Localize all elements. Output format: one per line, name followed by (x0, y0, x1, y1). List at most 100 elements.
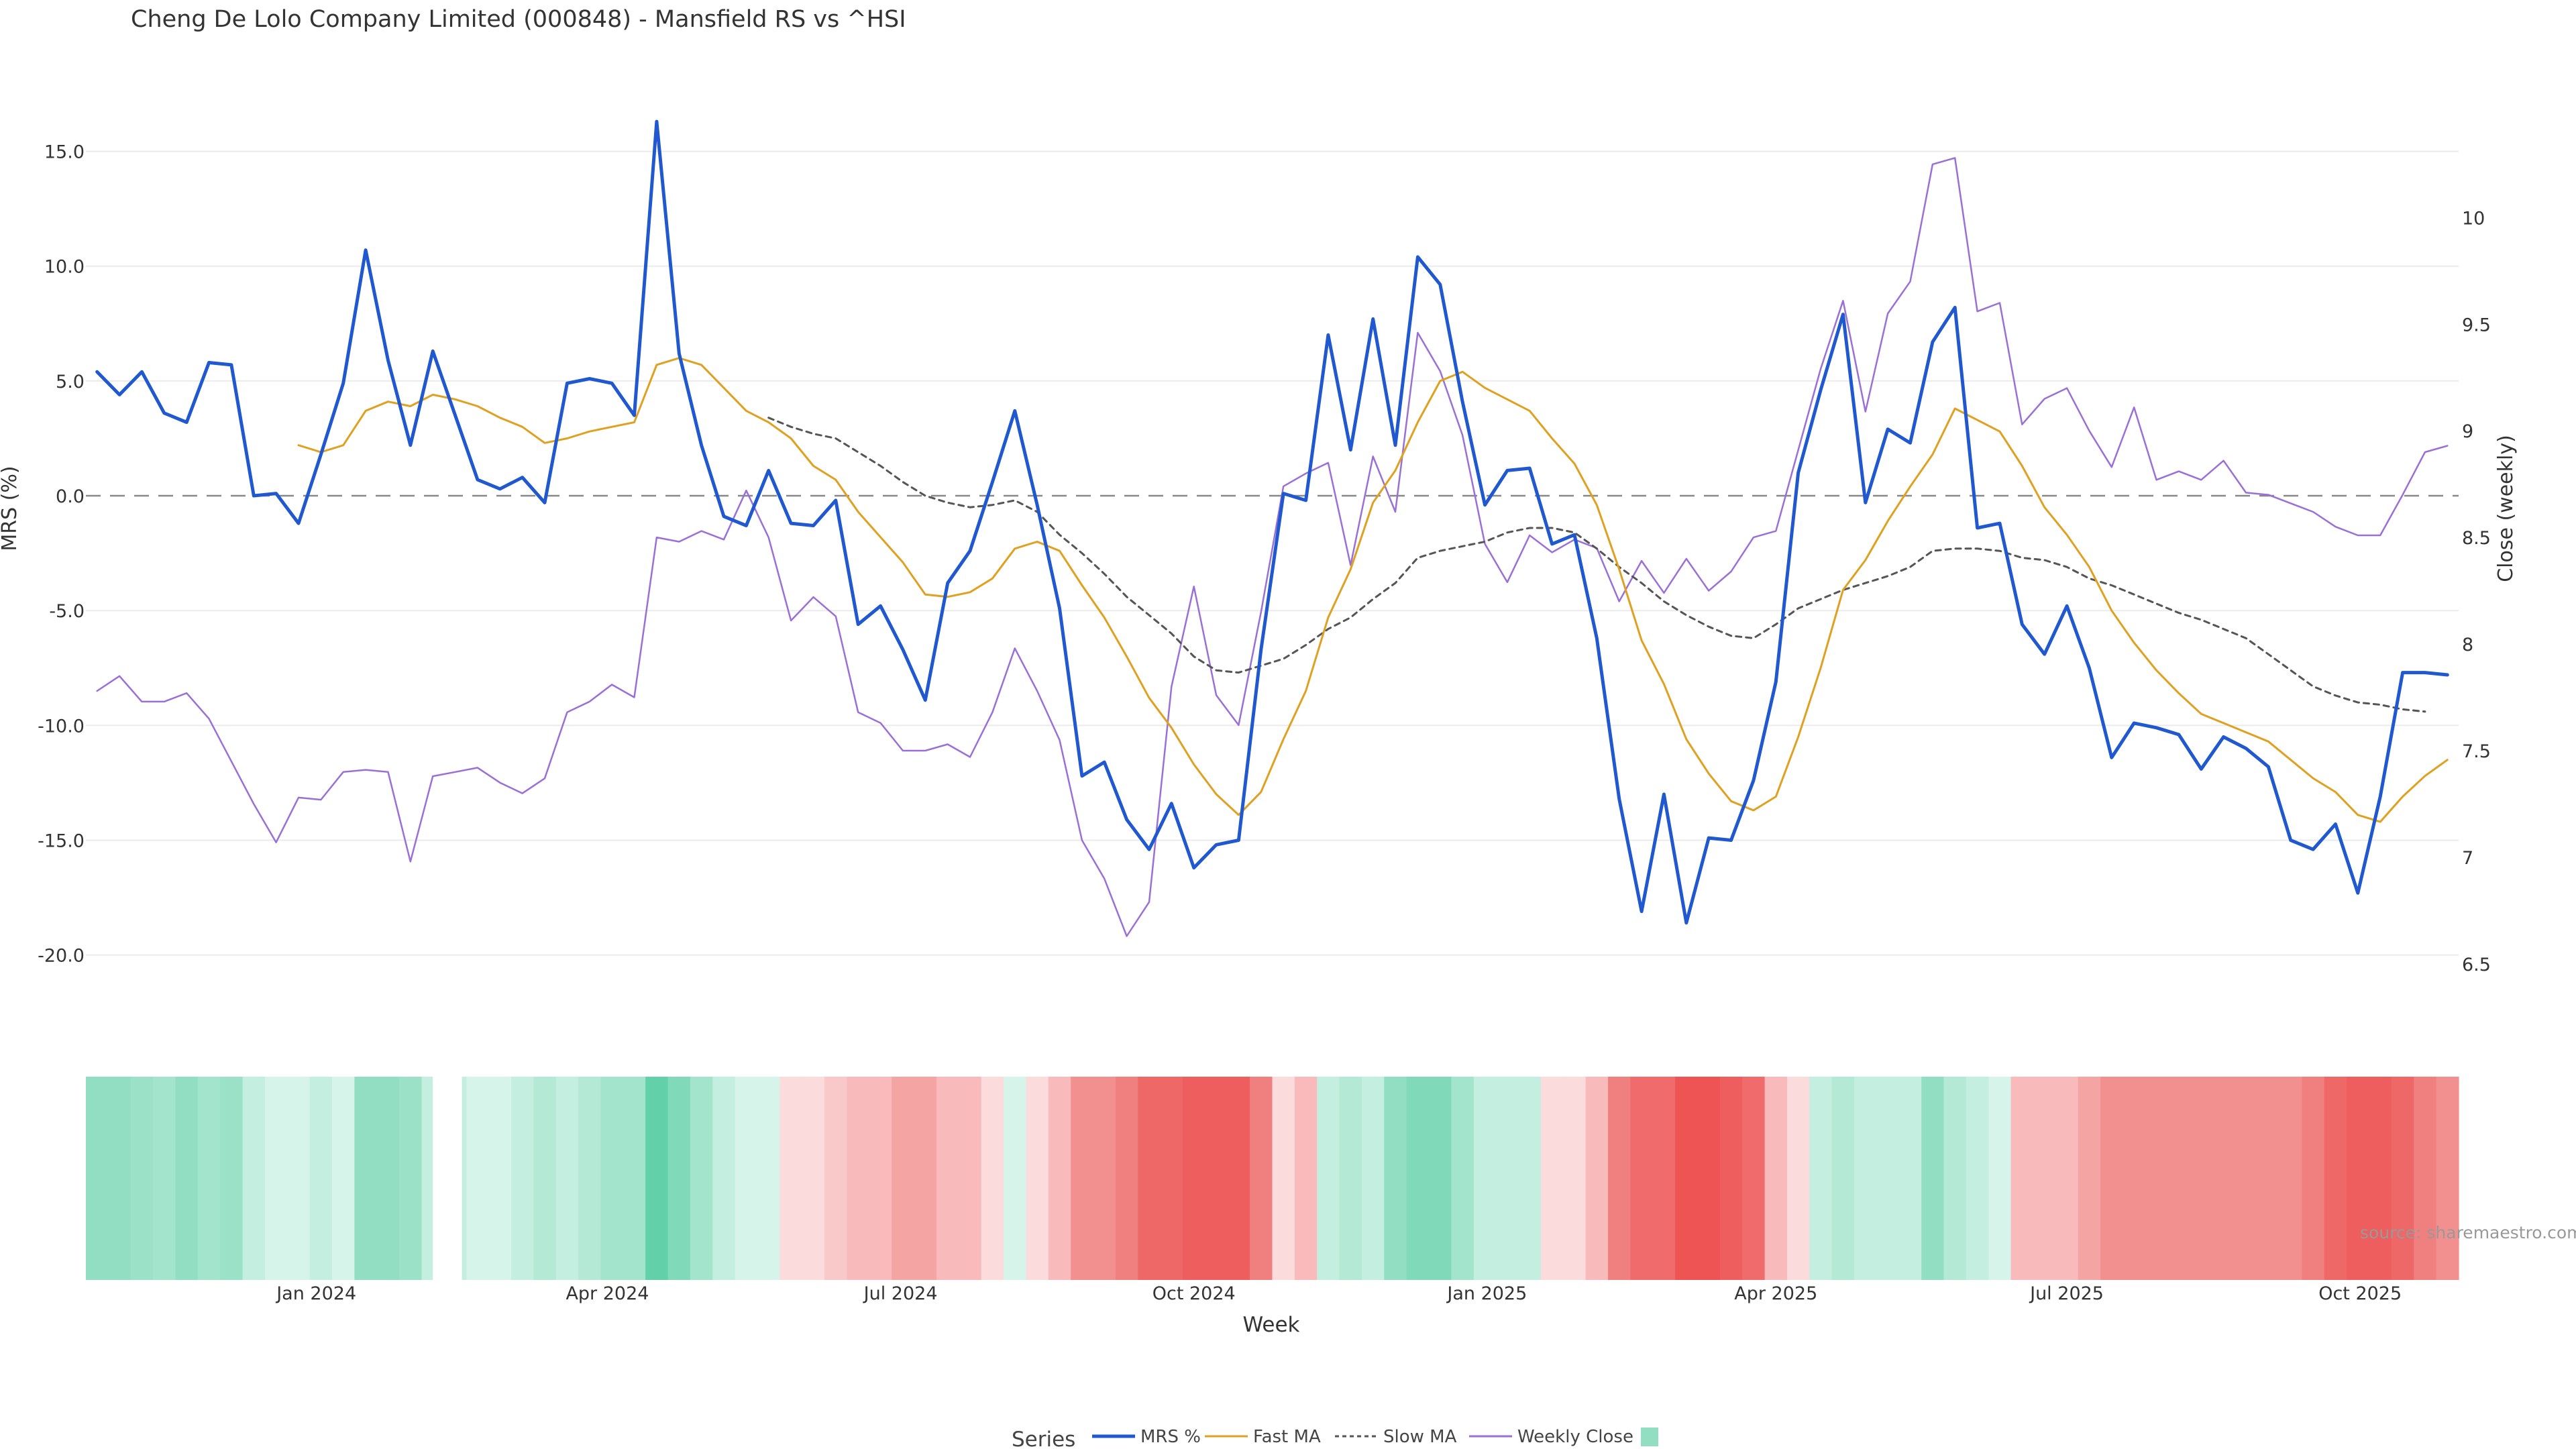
legend-title: Series (1012, 1428, 1075, 1449)
chart-legend: Series MRS % Fast MA Slow MA Weekly Close (1012, 1427, 1658, 1449)
series-mrs (95, 119, 2449, 925)
heat-cell (936, 1077, 959, 1280)
heat-cell (220, 1077, 244, 1280)
x-axis-ticks: Jan 2024 Apr 2024 Jul 2024 Oct 2024 Jan 2025… (275, 1283, 2402, 1304)
heat-cell (1451, 1077, 1474, 1280)
heat-cell (2257, 1077, 2280, 1280)
series-fast-ma (297, 357, 2449, 823)
heat-cell (847, 1077, 870, 1280)
heat-cell (1630, 1077, 1654, 1280)
heat-cell (1294, 1077, 1318, 1280)
heat-cell (1742, 1077, 1766, 1280)
left-axis-ticks: 15.0 10.0 5.0 0.0 -5.0 -10.0 -15.0 -20.0 (38, 142, 85, 967)
heat-cell (600, 1077, 624, 1280)
heat-cell (1429, 1077, 1452, 1280)
heat-cell (757, 1077, 780, 1280)
y2-tick-label: 7.5 (2462, 741, 2491, 762)
heat-cell (892, 1077, 915, 1280)
heat-cell (2078, 1077, 2101, 1280)
heat-cell (981, 1077, 1004, 1280)
x-tick-label: Oct 2024 (1152, 1283, 1236, 1304)
heat-cell (1339, 1077, 1362, 1280)
heat-cell (623, 1077, 646, 1280)
heat-cell (197, 1077, 221, 1280)
heat-cell (914, 1077, 937, 1280)
heat-cell (1115, 1077, 1138, 1280)
heat-cell (1854, 1077, 1878, 1280)
heat-cell (1540, 1077, 1564, 1280)
heat-cell (2436, 1077, 2459, 1280)
heat-cell (690, 1077, 713, 1280)
left-axis-label: MRS (%) (0, 466, 21, 551)
y2-tick-label: 9 (2462, 421, 2473, 442)
heat-cell (1071, 1077, 1094, 1280)
heat-cell (108, 1077, 131, 1280)
heat-cell (1004, 1077, 1027, 1280)
y-tick-label: 0.0 (56, 486, 85, 507)
heat-cell (869, 1077, 892, 1280)
y2-tick-label: 6.5 (2462, 955, 2491, 975)
heat-cell (1943, 1077, 1967, 1280)
heat-cell (2279, 1077, 2303, 1280)
heat-cell (1518, 1077, 1542, 1280)
y2-tick-label: 9.5 (2462, 315, 2491, 335)
heat-cell (1138, 1077, 1161, 1280)
heat-cell (2123, 1077, 2146, 1280)
heat-cell (1093, 1077, 1116, 1280)
heat-cell (1652, 1077, 1676, 1280)
heat-cell (264, 1077, 288, 1280)
y2-tick-label: 10 (2462, 208, 2485, 229)
heat-cell (332, 1077, 355, 1280)
y2-tick-label: 8 (2462, 635, 2473, 655)
heat-cell (2324, 1077, 2347, 1280)
legend-label: MRS % (1140, 1427, 1201, 1447)
heat-cell (466, 1077, 490, 1280)
heat-cell (130, 1077, 154, 1280)
heat-cell (1317, 1077, 1340, 1280)
heat-cell (1272, 1077, 1295, 1280)
x-axis-label: Week (1243, 1313, 1300, 1337)
legend-label: Weekly Close (1517, 1427, 1633, 1447)
heat-cell (309, 1077, 333, 1280)
right-axis-label: Close (weekly) (2494, 435, 2518, 582)
series-weekly-close (96, 157, 2449, 937)
heat-cell (1496, 1077, 1519, 1280)
heat-cell (2100, 1077, 2124, 1280)
x-tick-label: Jan 2025 (1446, 1283, 1527, 1304)
heat-cell (1205, 1077, 1228, 1280)
series-lines (95, 119, 2449, 937)
heat-cell (1921, 1077, 1945, 1280)
heat-cell (1675, 1077, 1699, 1280)
heat-cell (2190, 1077, 2213, 1280)
heat-cell (555, 1077, 579, 1280)
heat-cell (1406, 1077, 1430, 1280)
heat-cell (354, 1077, 378, 1280)
heat-cell (399, 1077, 423, 1280)
heat-cell (462, 1077, 467, 1280)
heat-cell (2055, 1077, 2079, 1280)
y-tick-label: 10.0 (44, 257, 85, 278)
heat-cell (2369, 1077, 2392, 1280)
heat-cell (376, 1077, 400, 1280)
heat-cell (780, 1077, 803, 1280)
heat-cell (242, 1077, 266, 1280)
y2-tick-label: 7 (2462, 848, 2473, 869)
heat-cell (1966, 1077, 1989, 1280)
legend-label: Slow MA (1383, 1427, 1457, 1447)
heat-cell (735, 1077, 758, 1280)
heat-cell (2347, 1077, 2370, 1280)
heat-cell (712, 1077, 736, 1280)
heat-cell (2414, 1077, 2437, 1280)
heat-cell (824, 1077, 848, 1280)
x-tick-label: Apr 2024 (566, 1283, 649, 1304)
heat-cell (1898, 1077, 1922, 1280)
rs-heatmap-strip (86, 1077, 2459, 1280)
heat-cell (2391, 1077, 2414, 1280)
y-tick-label: -5.0 (49, 601, 85, 622)
right-axis-ticks: 10 9.5 9 8.5 8 7.5 7 6.5 (2462, 208, 2491, 975)
heat-cell (2010, 1077, 2034, 1280)
heat-cell (421, 1077, 433, 1280)
legend-items: MRS % Fast MA Slow MA Weekly Close (1092, 1427, 1658, 1447)
y-tick-label: -20.0 (38, 946, 85, 967)
